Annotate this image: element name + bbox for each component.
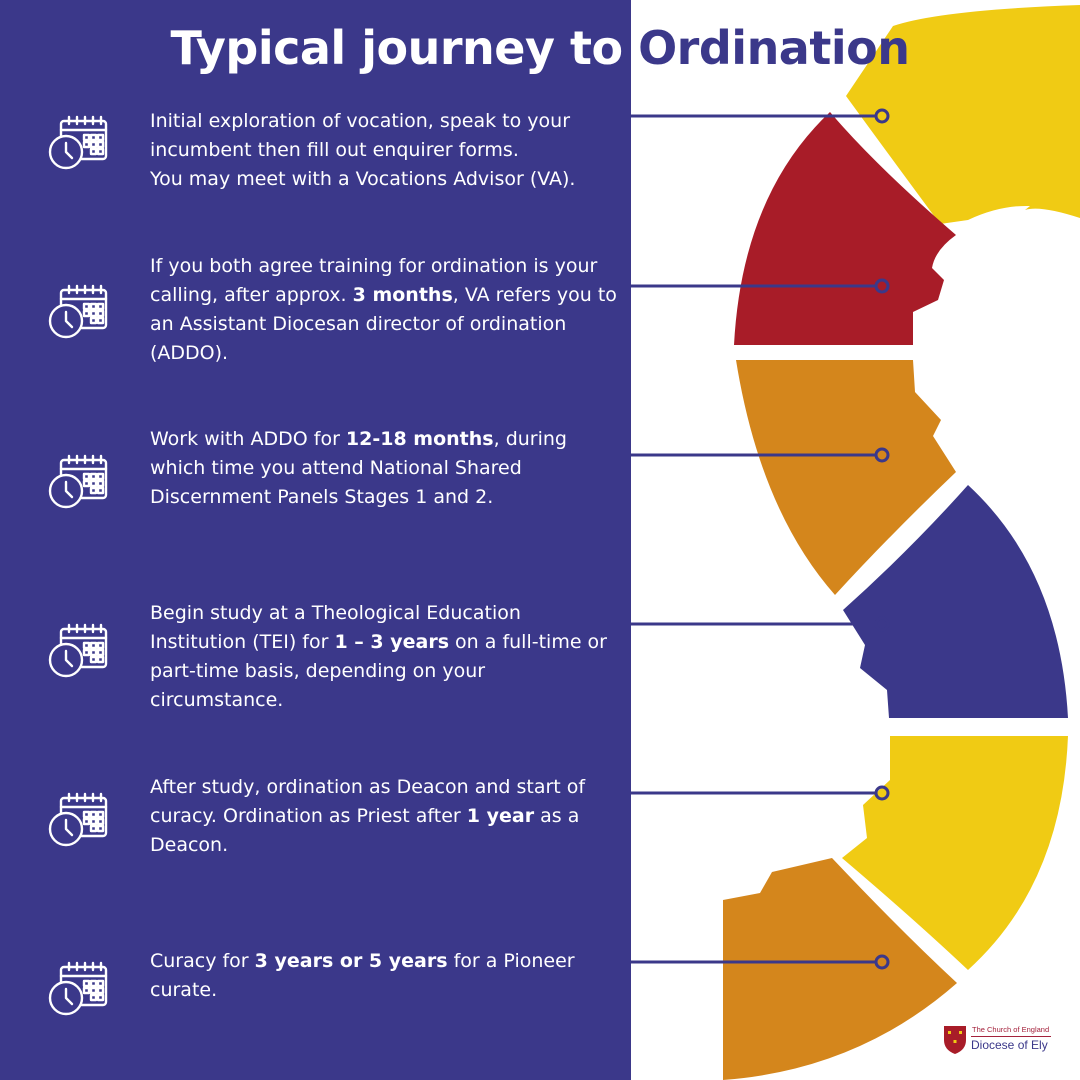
- step-text-segment: Initial exploration of vocation, speak t…: [150, 110, 571, 161]
- step-text-segment: You may meet with a Vocations Advisor (V…: [150, 168, 576, 190]
- title-part1: Typical journey to: [170, 21, 624, 75]
- step-text-segment: , VA refers you to an Assistant Diocesan…: [150, 284, 617, 364]
- arc-segment-navy: [843, 485, 1068, 718]
- step-description: Work with ADDO for 12-18 months, during …: [150, 425, 620, 512]
- step-description: Curacy for 3 years or 5 years for a Pion…: [150, 947, 620, 1005]
- shield-icon: [944, 1026, 966, 1054]
- step-emphasis: 3 years or 5 years: [254, 950, 448, 972]
- step-emphasis: 12-18 months: [345, 428, 494, 450]
- calendar-clock-icon: [48, 283, 110, 341]
- arc-segment-orange-bottom: [723, 858, 957, 1080]
- step-text-segment: If you both agree training for ordinatio…: [150, 255, 598, 306]
- connector-dot: [874, 616, 890, 632]
- arc-segment-yellow-top: [846, 5, 1080, 224]
- arc-segment-yellow-bottom: [842, 736, 1068, 970]
- step-text-segment: , during which time you attend National …: [150, 428, 567, 508]
- step-description: After study, ordination as Deacon and st…: [150, 773, 620, 860]
- step-description: Initial exploration of vocation, speak t…: [150, 107, 620, 194]
- step-emphasis: 1 year: [466, 805, 535, 827]
- step-text-segment: Work with ADDO for: [150, 428, 346, 450]
- calendar-clock-icon: [48, 453, 110, 511]
- connector-dot: [874, 785, 890, 801]
- logo-diocese-name: Diocese of Ely: [971, 1038, 1048, 1052]
- title-part2: Ordination: [638, 21, 910, 75]
- logo-org-line: The Church of England: [972, 1025, 1050, 1034]
- step-text-segment: Begin study at a Theological Education I…: [150, 602, 521, 653]
- connector-lines: [631, 108, 890, 970]
- connector-dot: [874, 447, 890, 463]
- calendar-clock-icon: [48, 791, 110, 849]
- connector-dot: [874, 954, 890, 970]
- step-description: If you both agree training for ordinatio…: [150, 252, 620, 368]
- connector-dot: [874, 108, 890, 124]
- step-emphasis: 3 months: [352, 284, 453, 306]
- calendar-clock-icon: [48, 960, 110, 1018]
- step-text-segment: on a full-time or part-time basis, depen…: [150, 631, 607, 711]
- diocese-logo: The Church of England Diocese of Ely: [940, 1024, 1055, 1056]
- page-title: Typical journey to Ordination: [0, 16, 1080, 80]
- calendar-clock-icon: [48, 114, 110, 172]
- step-text-segment: as a Deacon.: [150, 805, 580, 856]
- step-text-segment: After study, ordination as Deacon and st…: [150, 776, 586, 827]
- calendar-clock-icon: [48, 622, 110, 680]
- left-panel: [0, 0, 631, 1080]
- arc-segment-orange-middle: [736, 360, 956, 595]
- logo-divider: [971, 1036, 1051, 1037]
- step-description: Begin study at a Theological Education I…: [150, 599, 620, 715]
- step-emphasis: 1 – 3 years: [334, 631, 450, 653]
- connector-dot: [874, 278, 890, 294]
- step-text-segment: Curacy for: [150, 950, 255, 972]
- step-text-segment: for a Pioneer curate.: [150, 950, 575, 1001]
